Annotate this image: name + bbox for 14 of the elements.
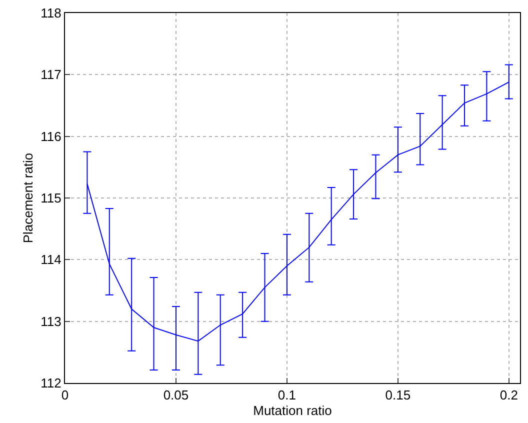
x-tick-label: 0 — [61, 388, 69, 403]
x-axis-title: Mutation ratio — [253, 403, 332, 418]
x-tick-label: 0.2 — [500, 388, 518, 403]
x-tick-label: 0.05 — [163, 388, 189, 403]
y-tick-label: 114 — [40, 252, 62, 268]
y-tick-label: 113 — [40, 314, 62, 329]
x-tick-label: 0.1 — [278, 388, 296, 403]
y-tick-label: 118 — [40, 6, 62, 21]
y-tick-label: 112 — [40, 376, 62, 391]
y-tick-label: 116 — [40, 128, 62, 144]
y-tick-label: 117 — [40, 67, 62, 82]
x-tick-label: 0.15 — [385, 388, 411, 403]
y-axis-title: Placement ratio — [20, 152, 36, 244]
y-tick-label: 115 — [40, 190, 62, 206]
